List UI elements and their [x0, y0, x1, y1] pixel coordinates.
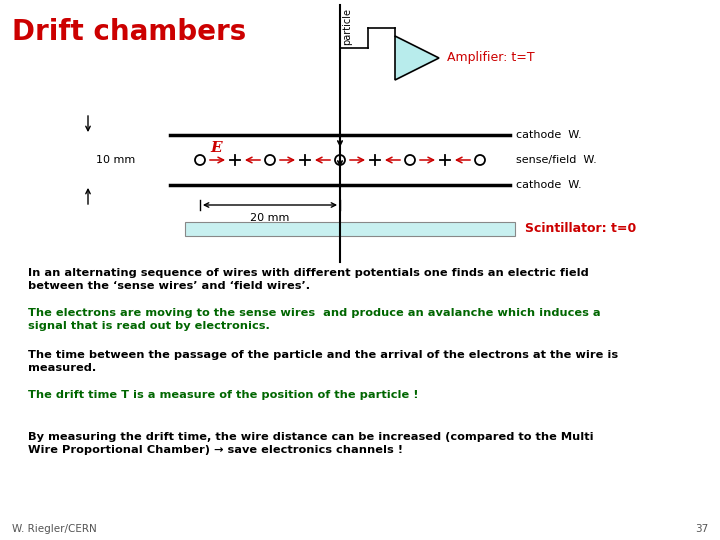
Text: By measuring the drift time, the wire distance can be increased (compared to the: By measuring the drift time, the wire di…	[28, 432, 593, 455]
Bar	[185, 222, 515, 236]
Text: In an alternating sequence of wires with different potentials one finds an elect: In an alternating sequence of wires with…	[28, 268, 589, 291]
Polygon shape	[395, 36, 439, 80]
Text: Drift chambers: Drift chambers	[12, 18, 246, 46]
Text: The electrons are moving to the sense wires  and produce an avalanche which indu: The electrons are moving to the sense wi…	[28, 308, 600, 331]
Text: cathode  W.: cathode W.	[516, 180, 582, 190]
Text: The drift time T is a measure of the position of the particle !: The drift time T is a measure of the pos…	[28, 390, 418, 400]
Text: cathode  W.: cathode W.	[516, 130, 582, 140]
Text: Scintillator: t=0: Scintillator: t=0	[525, 222, 636, 235]
Text: particle: particle	[342, 8, 352, 45]
Text: sense/field  W.: sense/field W.	[516, 155, 597, 165]
Text: W. Riegler/CERN: W. Riegler/CERN	[12, 524, 96, 534]
Text: 20 mm: 20 mm	[251, 213, 289, 223]
Text: Amplifier: t=T: Amplifier: t=T	[447, 51, 535, 64]
Text: 37: 37	[695, 524, 708, 534]
Text: 10 mm: 10 mm	[96, 155, 135, 165]
Text: E: E	[210, 141, 222, 155]
Text: The time between the passage of the particle and the arrival of the electrons at: The time between the passage of the part…	[28, 350, 618, 373]
